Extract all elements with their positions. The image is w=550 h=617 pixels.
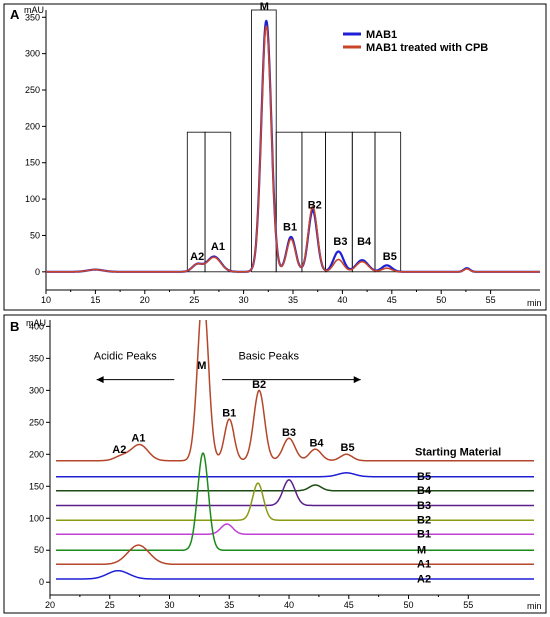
trace-label-a1: A1 [417,559,431,571]
trace-label-m: M [417,545,426,557]
panel-b-x-tick-label: 35 [224,600,234,610]
panel-a-y-tick-label: 200 [25,121,40,131]
peak-label-a2: A2 [112,444,126,456]
fraction-box [204,131,232,273]
panel-b-y-tick-label: 350 [29,353,44,363]
panel-a-x-tick-label: 55 [486,295,496,305]
panel-a-y-tick-label: 50 [30,230,40,240]
panel-a-x-tick-label: 10 [41,295,51,305]
series-line-a2 [55,569,535,580]
panel-a-x-unit: min [527,298,542,308]
legend-label-mab1-cpb: MAB1 treated with CPB [366,42,488,54]
annotation-acidic-peaks: Acidic Peaks [94,351,157,363]
peak-label-b2: B2 [252,379,266,391]
panel-a-x-tick-label: 45 [387,295,397,305]
legend: MAB1 MAB1 treated with CPB [343,29,488,54]
panel-a-y-tick-label: 150 [25,158,40,168]
panel-a-y-tick-label: 0 [35,267,40,277]
panel-a-y-unit: mAU [24,5,44,15]
panel-b-x-tick-label: 20 [45,600,55,610]
peak-label-a2: A2 [190,251,204,263]
fraction-box [351,131,376,273]
panel-b-x-tick-label: 40 [284,600,294,610]
arrowhead-left-icon [96,376,104,384]
legend-label-mab1: MAB1 [366,29,397,41]
peak-label-m: M [260,1,269,13]
panel-b-x-tick-label: 55 [463,600,473,610]
panel-a-x-tick-label: 15 [90,295,100,305]
panel-b-traces [55,320,535,580]
peak-label-a1: A1 [131,433,145,445]
panel-b-y-unit: mAU [26,318,46,328]
fraction-box [275,131,303,273]
panel-b-label: B [10,319,19,334]
panel-a-frame [3,3,547,311]
trace-label-b5: B5 [417,471,431,483]
series-line-b2 [55,482,535,521]
panel-b-y-tick-label: 400 [29,321,44,331]
panel-b-y-tick-label: 100 [29,513,44,523]
peak-label-b2: B2 [308,200,322,212]
panel-a-y-tick-label: 100 [25,194,40,204]
panel-a-plot: 10 15 20 25 30 35 40 45 50 55 0 50 100 150 200 250 300 35… [25,1,541,305]
panel-a-x-tick-label: 25 [189,295,199,305]
trace-label-b1: B1 [417,529,431,541]
panel-b-x-tick-label: 30 [165,600,175,610]
peak-label-b1: B1 [283,221,297,233]
peak-label-a1: A1 [211,241,225,253]
panel-b-x-unit: min [527,601,542,611]
annotation-basic-peaks: Basic Peaks [238,351,299,363]
panel-b-x-tick-label: 45 [344,600,354,610]
peak-label-b3: B3 [333,236,347,248]
panel-a-x-tick-label: 30 [239,295,249,305]
peak-label-b3: B3 [282,427,296,439]
panel-b-y-tick-label: 300 [29,385,44,395]
series-line-b1 [55,523,535,535]
panel-a-x-tick-label: 20 [140,295,150,305]
series-line-b5 [55,472,535,478]
panel-a-y-tick-label: 350 [25,12,40,22]
trace-label-b2: B2 [417,515,431,527]
panel-b-x-tick-label: 50 [404,600,414,610]
peak-label-b1: B1 [222,408,236,420]
panel-a-y-tick-label: 300 [25,49,40,59]
panel-a-y-tick-label: 250 [25,85,40,95]
trace-label-b3: B3 [417,500,431,512]
peak-label-b5: B5 [341,442,355,454]
panel-b-y-tick-label: 150 [29,481,44,491]
series-line-starting-material [55,320,535,462]
peak-label-b4: B4 [357,236,372,248]
panel-b-plot: 20 25 30 35 40 45 50 55 0 50 100 150 200 250 300 350 400… [29,320,540,610]
trace-label-a2: A2 [417,573,431,585]
panel-a-x-tick-label: 50 [436,295,446,305]
panel-b-y-tick-label: 250 [29,417,44,427]
series-line-m [55,452,535,551]
panel-b-y-tick-label: 200 [29,449,44,459]
panel-b-frame [3,314,547,614]
trace-label-b4: B4 [417,485,432,497]
panel-a-x-tick-label: 35 [288,295,298,305]
panel-b: B mAU min 20 25 30 35 40 45 50 55 0 50 100 150 200 25… [3,314,547,614]
peak-label-b5: B5 [383,251,397,263]
panel-b-x-tick-label: 25 [105,600,115,610]
panel-a-label: A [10,7,20,22]
fraction-box [374,131,402,273]
series-line-mab1 [45,19,541,273]
series-line-b3 [55,479,535,507]
panel-b-y-tick-label: 0 [39,577,44,587]
panel-a: A mAU min 10 15 20 25 30 35 40 45 50 55 0 50 100 150 2… [3,1,547,311]
peak-label-m: M [197,360,206,372]
series-line-a1 [55,544,535,566]
trace-label-starting-material: Starting Material [415,447,501,459]
panel-a-x-tick-label: 40 [337,295,347,305]
panel-b-y-tick-label: 50 [34,545,44,555]
peak-label-b4: B4 [309,438,324,450]
arrowhead-right-icon [353,376,361,384]
series-line-mab1-treated-with-cpb [45,25,541,273]
